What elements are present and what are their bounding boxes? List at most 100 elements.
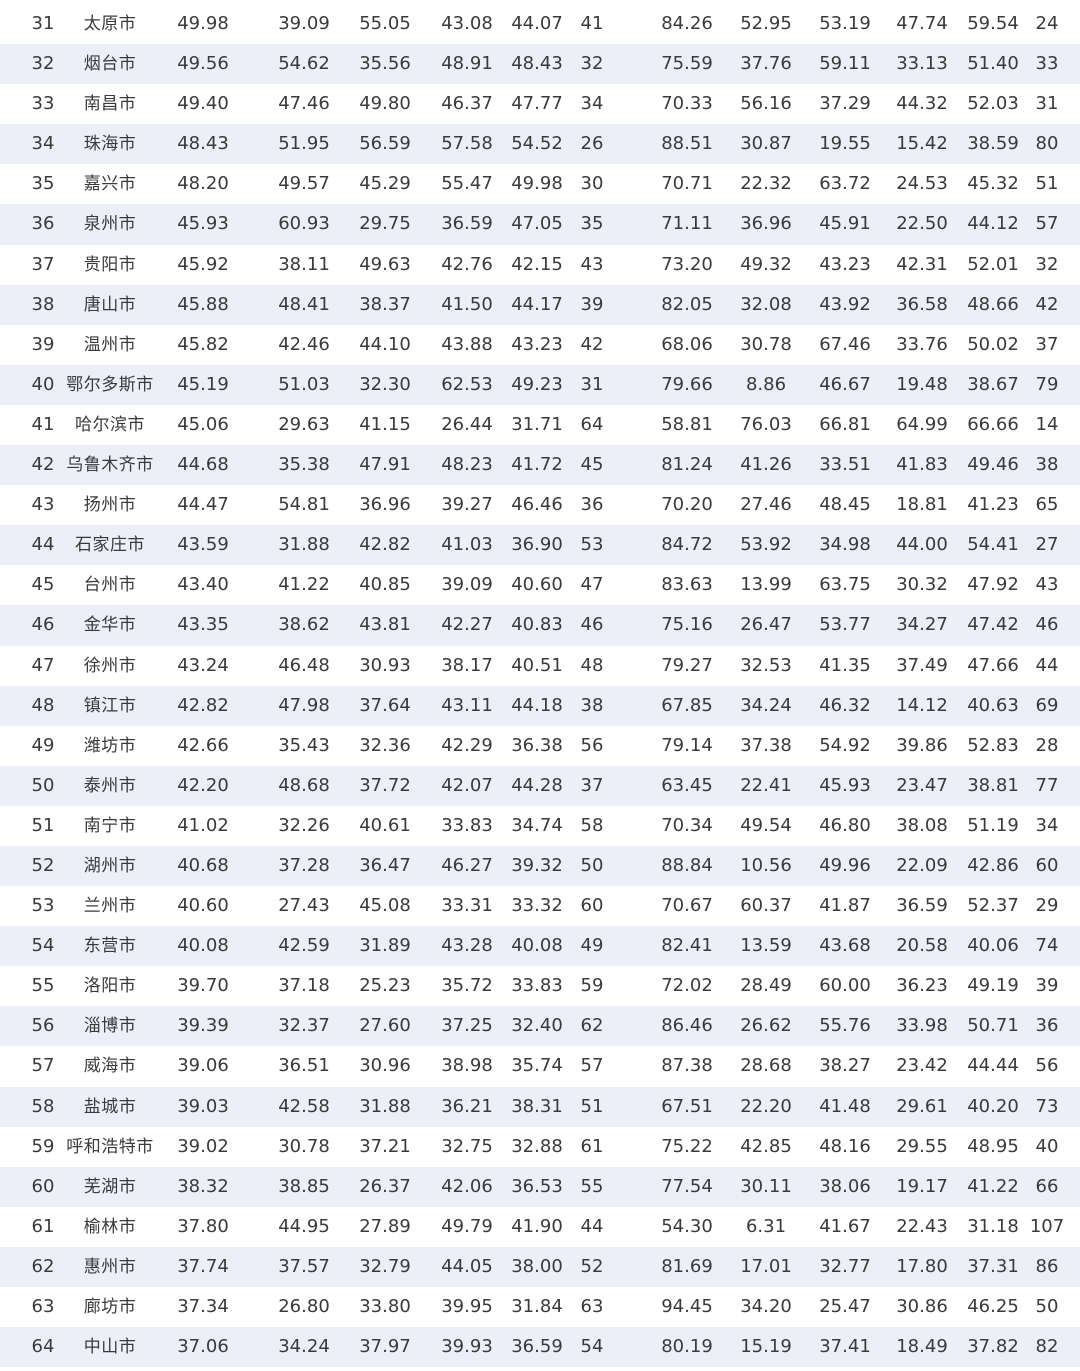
cell-score: 42.82 xyxy=(177,694,229,716)
cell-index-h: 33.76 xyxy=(896,333,948,355)
cell-rank-c: 46 xyxy=(1035,614,1059,636)
cell-index-i: 42.86 xyxy=(967,854,1019,876)
cell-rank-b: 38 xyxy=(580,694,604,716)
cell-rank-c: 74 xyxy=(1035,935,1059,957)
cell-index-b: 37.97 xyxy=(359,1336,411,1358)
cell-index-g: 37.29 xyxy=(819,93,871,115)
cell-index-i: 44.44 xyxy=(967,1055,1019,1077)
cell-index-b: 25.23 xyxy=(359,975,411,997)
cell-rank-b: 35 xyxy=(580,213,604,235)
table-row: 42 乌鲁木齐市 44.68 35.38 47.91 48.23 41.72 45 81.24 4… xyxy=(0,445,1080,486)
cell-index-b: 31.88 xyxy=(359,1095,411,1117)
cell-rank-b: 53 xyxy=(580,534,604,556)
cell-index-i: 41.22 xyxy=(967,1175,1019,1197)
cell-rank: 31 xyxy=(31,13,55,34)
cell-index-e: 84.26 xyxy=(661,13,713,34)
cell-index-f: 26.62 xyxy=(740,1015,792,1037)
cell-rank: 40 xyxy=(31,373,55,395)
cell-index-e: 86.46 xyxy=(661,1015,713,1037)
cell-city: 金华市 xyxy=(83,615,137,636)
cell-index-b: 31.89 xyxy=(359,935,411,957)
cell-index-c: 35.72 xyxy=(441,975,493,997)
cell-index-h: 29.55 xyxy=(896,1135,948,1157)
cell-index-g: 55.76 xyxy=(819,1015,871,1037)
table-row: 33 南昌市 49.40 47.46 49.80 46.37 47.77 34 70.33 56.… xyxy=(0,84,1080,125)
cell-index-c: 36.59 xyxy=(441,213,493,235)
cell-index-d: 36.59 xyxy=(511,1336,563,1358)
cell-index-e: 70.67 xyxy=(661,895,713,917)
cell-index-d: 44.28 xyxy=(511,774,563,796)
cell-rank-c: 38 xyxy=(1035,454,1059,476)
cell-index-f: 30.78 xyxy=(740,333,792,355)
cell-index-h: 36.23 xyxy=(896,975,948,997)
cell-index-i: 47.66 xyxy=(967,654,1019,676)
cell-index-a: 41.22 xyxy=(278,574,330,596)
cell-rank-c: 32 xyxy=(1035,253,1059,275)
cell-rank-b: 36 xyxy=(580,494,604,516)
cell-rank-c: 34 xyxy=(1035,814,1059,836)
cell-index-i: 31.18 xyxy=(967,1215,1019,1237)
cell-rank-c: 29 xyxy=(1035,895,1059,917)
cell-rank-b: 57 xyxy=(580,1055,604,1077)
cell-index-d: 40.60 xyxy=(511,574,563,596)
cell-city: 乌鲁木齐市 xyxy=(66,455,154,476)
cell-score: 37.80 xyxy=(177,1215,229,1237)
table-row: 61 榆林市 37.80 44.95 27.89 49.79 41.90 44 54.30 6.3… xyxy=(0,1206,1080,1247)
cell-index-f: 30.11 xyxy=(740,1175,792,1197)
cell-index-c: 43.08 xyxy=(441,13,493,34)
table-row: 52 湖州市 40.68 37.28 36.47 46.27 39.32 50 88.84 10.… xyxy=(0,845,1080,887)
cell-rank-b: 34 xyxy=(580,93,604,115)
cell-index-g: 43.92 xyxy=(819,293,871,315)
cell-rank-c: 66 xyxy=(1035,1175,1059,1197)
cell-rank: 51 xyxy=(31,814,55,836)
cell-index-b: 55.05 xyxy=(359,13,411,34)
table-row: 63 廊坊市 37.34 26.80 33.80 39.95 31.84 63 94.45 34.… xyxy=(0,1287,1080,1328)
cell-index-e: 82.41 xyxy=(661,935,713,957)
cell-index-b: 40.61 xyxy=(359,814,411,836)
cell-index-g: 53.77 xyxy=(819,614,871,636)
cell-index-e: 67.51 xyxy=(661,1095,713,1117)
table-row: 34 珠海市 48.43 51.95 56.59 57.58 54.52 26 88.51 30.… xyxy=(0,124,1080,165)
cell-index-i: 40.06 xyxy=(967,935,1019,957)
cell-index-f: 32.53 xyxy=(740,654,792,676)
cell-city: 石家庄市 xyxy=(75,535,145,556)
cell-rank-c: 24 xyxy=(1035,13,1059,34)
cell-index-a: 54.62 xyxy=(278,53,330,75)
cell-index-f: 34.24 xyxy=(740,694,792,716)
cell-index-g: 63.75 xyxy=(819,574,871,596)
cell-rank: 50 xyxy=(31,774,55,796)
cell-index-d: 46.46 xyxy=(511,494,563,516)
cell-index-a: 60.93 xyxy=(278,213,330,235)
cell-index-c: 33.31 xyxy=(441,895,493,917)
cell-score: 39.02 xyxy=(177,1135,229,1157)
cell-rank-b: 45 xyxy=(580,454,604,476)
cell-rank-c: 80 xyxy=(1035,133,1059,155)
cell-index-c: 62.53 xyxy=(441,373,493,395)
cell-index-c: 48.91 xyxy=(441,53,493,75)
cell-index-f: 15.19 xyxy=(740,1336,792,1358)
cell-rank: 52 xyxy=(31,854,55,876)
cell-index-h: 30.86 xyxy=(896,1296,948,1317)
cell-index-b: 27.60 xyxy=(359,1015,411,1037)
cell-index-g: 41.87 xyxy=(819,895,871,917)
cell-index-g: 59.11 xyxy=(819,53,871,75)
cell-rank-c: 69 xyxy=(1035,694,1059,716)
cell-rank-b: 26 xyxy=(580,133,604,155)
cell-index-d: 41.72 xyxy=(511,454,563,476)
cell-rank-c: 79 xyxy=(1035,373,1059,395)
cell-rank: 47 xyxy=(31,654,55,676)
cell-index-c: 49.79 xyxy=(441,1215,493,1237)
cell-index-a: 32.37 xyxy=(278,1015,330,1037)
cell-index-e: 70.71 xyxy=(661,173,713,195)
cell-rank-b: 62 xyxy=(580,1015,604,1037)
cell-index-a: 31.88 xyxy=(278,534,330,556)
cell-score: 49.40 xyxy=(177,93,229,115)
cell-index-b: 49.63 xyxy=(359,253,411,275)
cell-rank: 32 xyxy=(31,53,55,75)
table-row: 36 泉州市 45.93 60.93 29.75 36.59 47.05 35 71.11 36.… xyxy=(0,204,1080,245)
cell-rank: 35 xyxy=(31,173,55,195)
table-row: 44 石家庄市 43.59 31.88 42.82 41.03 36.90 53 84.72 53… xyxy=(0,525,1080,566)
cell-index-c: 43.88 xyxy=(441,333,493,355)
cell-index-b: 56.59 xyxy=(359,133,411,155)
cell-city: 兰州市 xyxy=(83,896,137,917)
